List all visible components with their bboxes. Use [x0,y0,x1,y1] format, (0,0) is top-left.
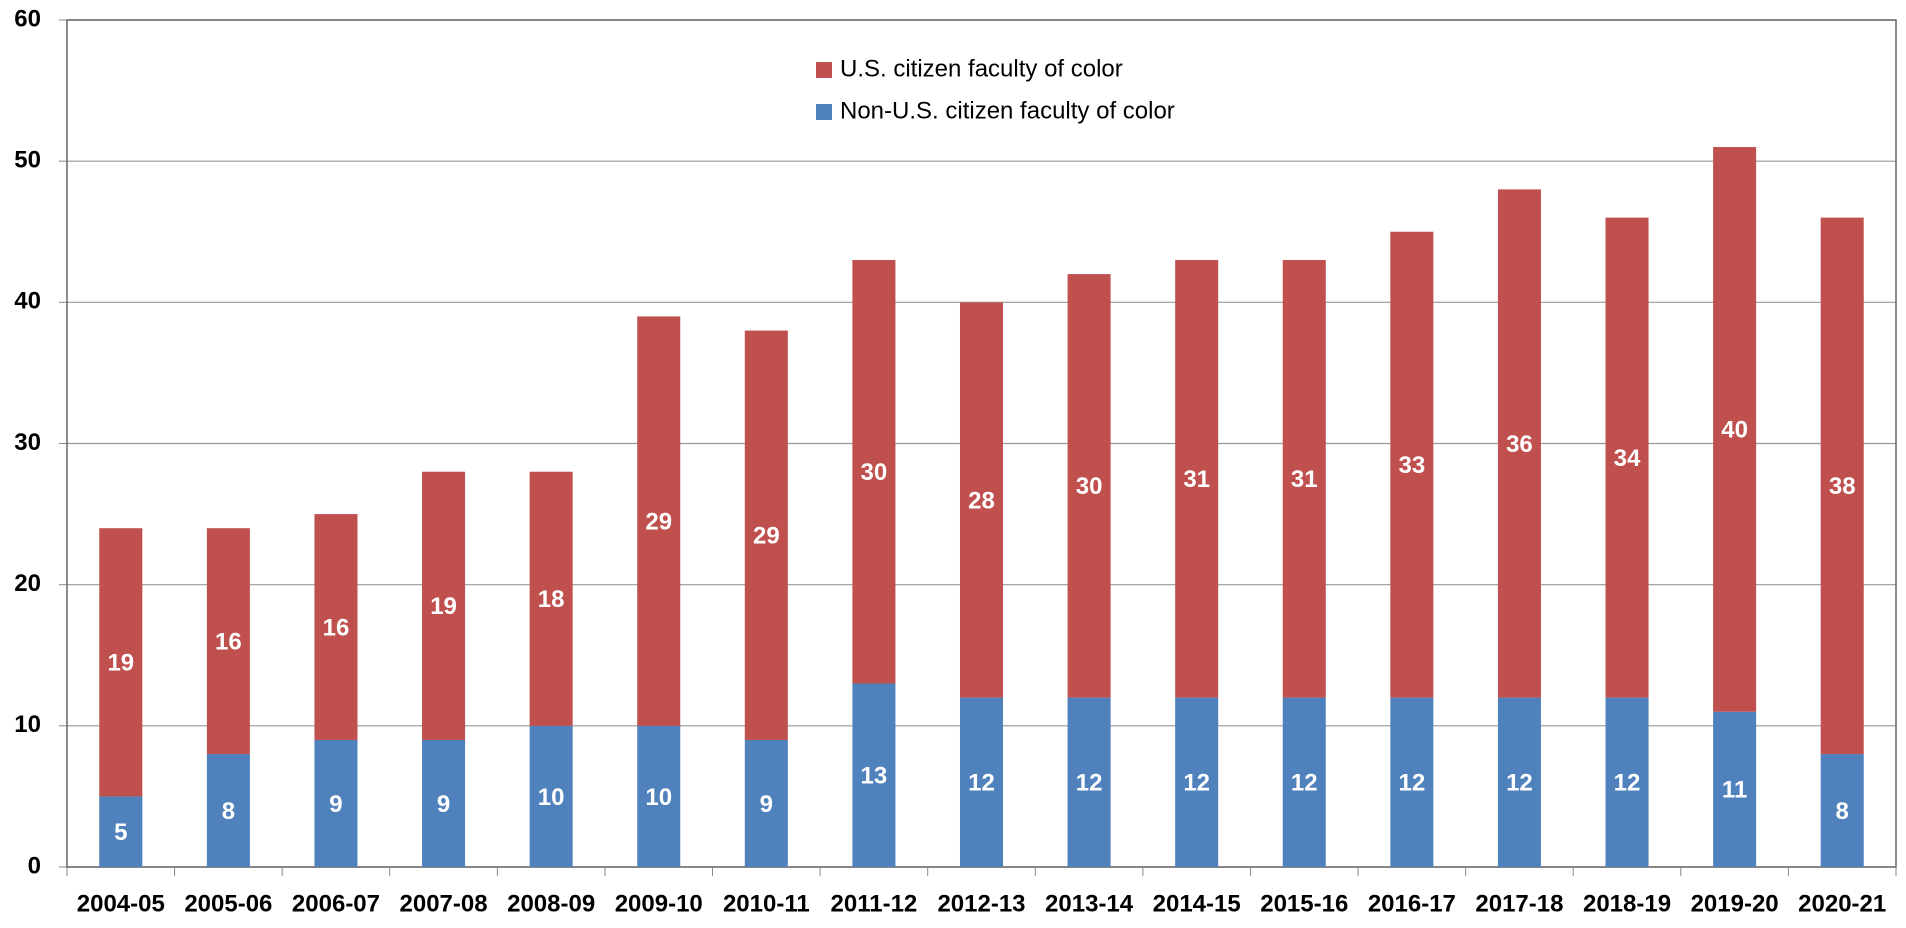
y-tick-label: 40 [14,288,41,315]
data-label: 29 [753,523,780,550]
bar-segment [1497,189,1541,698]
bar-segment [852,683,896,867]
bar-segment [422,739,466,867]
bar-segment [314,739,358,867]
y-tick-label: 60 [14,5,41,32]
legend-swatch [816,104,832,120]
data-label: 31 [1291,466,1318,493]
data-label: 9 [760,791,773,818]
data-label: 16 [215,628,242,655]
data-label: 12 [1076,770,1103,797]
y-tick-label: 30 [14,429,41,456]
bar-segment [637,316,681,726]
x-tick-label: 2009-10 [615,890,703,917]
data-label: 12 [968,770,995,797]
legend-label: U.S. citizen faculty of color [840,55,1123,82]
bar-segment [744,739,788,867]
data-label: 9 [329,791,342,818]
bar-segment [206,528,250,755]
bar-segment [1713,147,1757,712]
data-label: 12 [1614,770,1641,797]
bar-segment [1390,231,1434,698]
bar-segment [959,302,1004,698]
data-label: 36 [1506,431,1533,458]
data-label: 38 [1829,473,1856,500]
data-label: 13 [861,763,888,790]
data-label: 8 [1836,798,1849,825]
data-label: 30 [1076,473,1103,500]
bar-segment [99,528,143,797]
data-label: 10 [538,784,565,811]
data-label: 30 [861,459,888,486]
bar-segment [1175,259,1219,698]
data-label: 12 [1399,770,1426,797]
data-label: 5 [114,819,127,846]
data-label: 10 [645,784,672,811]
bar-segment [529,725,573,867]
x-tick-label: 2008-09 [507,890,595,917]
y-tick-label: 0 [28,852,41,879]
bar-segment [1820,217,1864,755]
x-tick-label: 2004-05 [77,890,165,917]
x-tick-label: 2016-17 [1368,890,1456,917]
bar-segment [1282,697,1326,867]
bar-segment [422,471,466,740]
data-label: 12 [1291,770,1318,797]
data-label: 19 [107,650,134,677]
bar-segment [1282,259,1326,698]
data-label: 19 [430,593,457,620]
data-label: 16 [323,614,350,641]
x-tick-label: 2018-19 [1583,890,1671,917]
bar-segment [852,259,896,684]
data-label: 8 [222,798,235,825]
x-tick-label: 2014-15 [1153,890,1241,917]
bar-segment [1820,754,1864,867]
bar-segment [959,697,1004,867]
data-label: 12 [1506,770,1533,797]
x-tick-label: 2005-06 [184,890,272,917]
data-label: 11 [1722,777,1747,804]
x-tick-label: 2007-08 [400,890,488,917]
x-tick-label: 2017-18 [1475,890,1563,917]
bar-segment [1713,711,1757,867]
bar-segment [1605,697,1649,867]
data-label: 18 [538,586,565,613]
x-tick-label: 2019-20 [1691,890,1779,917]
data-label: 33 [1399,452,1426,479]
bar-segment [206,754,250,867]
bar-segment [314,514,358,740]
bar-segment [1067,274,1111,698]
x-tick-label: 2010-11 [723,890,810,917]
data-label: 29 [645,508,672,535]
data-label: 9 [437,791,450,818]
x-tick-label: 2012-13 [937,890,1025,917]
data-label: 40 [1721,417,1748,444]
data-label: 31 [1183,466,1210,493]
bar-segment [99,796,143,867]
bar-segment [529,471,573,726]
legend-swatch [816,62,832,78]
legend-label: Non-U.S. citizen faculty of color [840,97,1175,124]
data-label: 12 [1183,770,1210,797]
bar-segment [1605,217,1649,698]
bar-segment [1390,697,1434,867]
bar-segment [637,725,681,867]
x-tick-label: 2020-21 [1798,890,1886,917]
data-label: 28 [968,487,995,514]
bar-segment [1175,697,1219,867]
y-tick-label: 50 [14,147,41,174]
x-tick-label: 2006-07 [292,890,380,917]
x-tick-label: 2013-14 [1045,890,1134,917]
bar-segment [1067,697,1111,867]
x-tick-label: 2011-12 [831,890,918,917]
y-tick-label: 20 [14,570,41,597]
y-tick-label: 10 [14,711,41,738]
x-tick-label: 2015-16 [1260,890,1348,917]
bar-segment [1497,697,1541,867]
data-label: 34 [1614,445,1641,472]
bar-segment [744,330,788,740]
